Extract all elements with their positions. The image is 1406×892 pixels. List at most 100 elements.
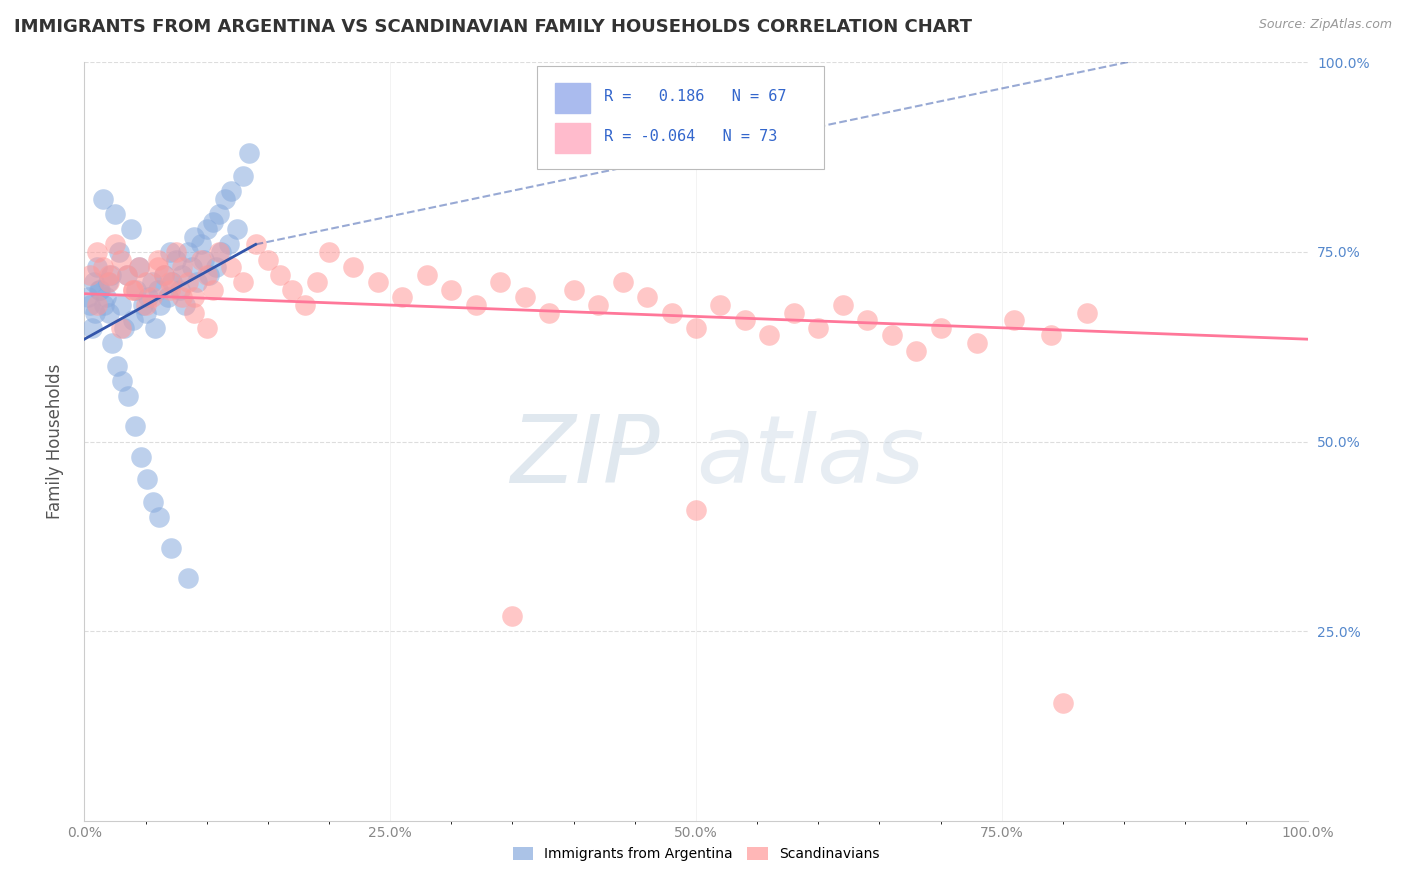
Point bbox=[135, 305, 157, 319]
Point bbox=[232, 275, 254, 289]
Point bbox=[201, 214, 224, 228]
Point bbox=[96, 291, 118, 305]
Point bbox=[201, 283, 224, 297]
Point bbox=[177, 571, 200, 585]
Point bbox=[209, 244, 232, 259]
Point bbox=[159, 283, 181, 297]
Point bbox=[205, 260, 228, 275]
Point bbox=[100, 268, 122, 282]
Point bbox=[685, 320, 707, 334]
Legend: Immigrants from Argentina, Scandinavians: Immigrants from Argentina, Scandinavians bbox=[508, 842, 884, 867]
Point bbox=[172, 268, 194, 282]
Point bbox=[146, 252, 169, 267]
Point bbox=[128, 260, 150, 275]
Point bbox=[143, 320, 166, 334]
Point bbox=[87, 283, 110, 297]
Point bbox=[661, 305, 683, 319]
Point bbox=[183, 305, 205, 319]
Point bbox=[141, 291, 163, 305]
Point bbox=[685, 503, 707, 517]
Point bbox=[148, 510, 170, 524]
Point bbox=[294, 298, 316, 312]
Point bbox=[257, 252, 280, 267]
Point bbox=[318, 244, 340, 259]
Point bbox=[97, 268, 120, 282]
Point bbox=[159, 275, 181, 289]
Point bbox=[440, 283, 463, 297]
Y-axis label: Family Households: Family Households bbox=[45, 364, 63, 519]
Point bbox=[128, 260, 150, 275]
Point bbox=[101, 335, 124, 350]
Point bbox=[195, 320, 218, 334]
Point bbox=[232, 169, 254, 184]
Point bbox=[115, 268, 138, 282]
Point bbox=[135, 473, 157, 487]
Point bbox=[1076, 305, 1098, 319]
Point bbox=[142, 495, 165, 509]
Point bbox=[195, 222, 218, 236]
Point bbox=[80, 320, 103, 334]
Point bbox=[165, 252, 187, 267]
FancyBboxPatch shape bbox=[555, 123, 589, 153]
Point bbox=[195, 268, 218, 282]
Point bbox=[758, 328, 780, 343]
Point bbox=[105, 359, 128, 373]
Point bbox=[709, 298, 731, 312]
Point bbox=[83, 275, 105, 289]
Point bbox=[245, 237, 267, 252]
Point bbox=[218, 237, 240, 252]
Text: Source: ZipAtlas.com: Source: ZipAtlas.com bbox=[1258, 18, 1392, 31]
Point bbox=[502, 608, 524, 623]
Point bbox=[929, 320, 952, 334]
Point bbox=[238, 146, 260, 161]
Point bbox=[146, 283, 169, 297]
Point bbox=[734, 313, 756, 327]
Point bbox=[1039, 328, 1062, 343]
Point bbox=[97, 305, 120, 319]
Point bbox=[146, 260, 169, 275]
Point bbox=[104, 237, 127, 252]
Point bbox=[905, 343, 928, 358]
Point bbox=[77, 291, 100, 305]
FancyBboxPatch shape bbox=[555, 83, 589, 113]
Point bbox=[489, 275, 512, 289]
Point bbox=[513, 291, 536, 305]
Point bbox=[464, 298, 486, 312]
Point bbox=[86, 260, 108, 275]
Point bbox=[129, 450, 152, 464]
Point bbox=[136, 291, 159, 305]
Point bbox=[177, 244, 200, 259]
Point bbox=[880, 328, 903, 343]
Text: ZIP: ZIP bbox=[509, 411, 659, 502]
Point bbox=[86, 244, 108, 259]
Point bbox=[153, 268, 176, 282]
Text: IMMIGRANTS FROM ARGENTINA VS SCANDINAVIAN FAMILY HOUSEHOLDS CORRELATION CHART: IMMIGRANTS FROM ARGENTINA VS SCANDINAVIA… bbox=[14, 18, 972, 36]
Point bbox=[391, 291, 413, 305]
Point bbox=[115, 268, 138, 282]
Point bbox=[183, 229, 205, 244]
Point bbox=[342, 260, 364, 275]
Point bbox=[122, 313, 145, 327]
Point bbox=[219, 184, 242, 198]
Point bbox=[193, 252, 215, 267]
Point bbox=[97, 275, 120, 289]
Point bbox=[177, 275, 200, 289]
Point bbox=[269, 268, 291, 282]
Point bbox=[416, 268, 439, 282]
Point bbox=[110, 320, 132, 334]
Point bbox=[110, 252, 132, 267]
Point bbox=[856, 313, 879, 327]
Text: R =   0.186   N = 67: R = 0.186 N = 67 bbox=[605, 89, 787, 104]
Point bbox=[91, 260, 114, 275]
Point bbox=[91, 192, 114, 206]
Point bbox=[141, 275, 163, 289]
Point bbox=[149, 298, 172, 312]
Point bbox=[84, 305, 107, 319]
Point bbox=[198, 268, 221, 282]
Point bbox=[183, 291, 205, 305]
Point bbox=[186, 275, 208, 289]
Point bbox=[162, 275, 184, 289]
Point bbox=[208, 207, 231, 221]
Point bbox=[214, 192, 236, 206]
Point bbox=[181, 260, 204, 275]
